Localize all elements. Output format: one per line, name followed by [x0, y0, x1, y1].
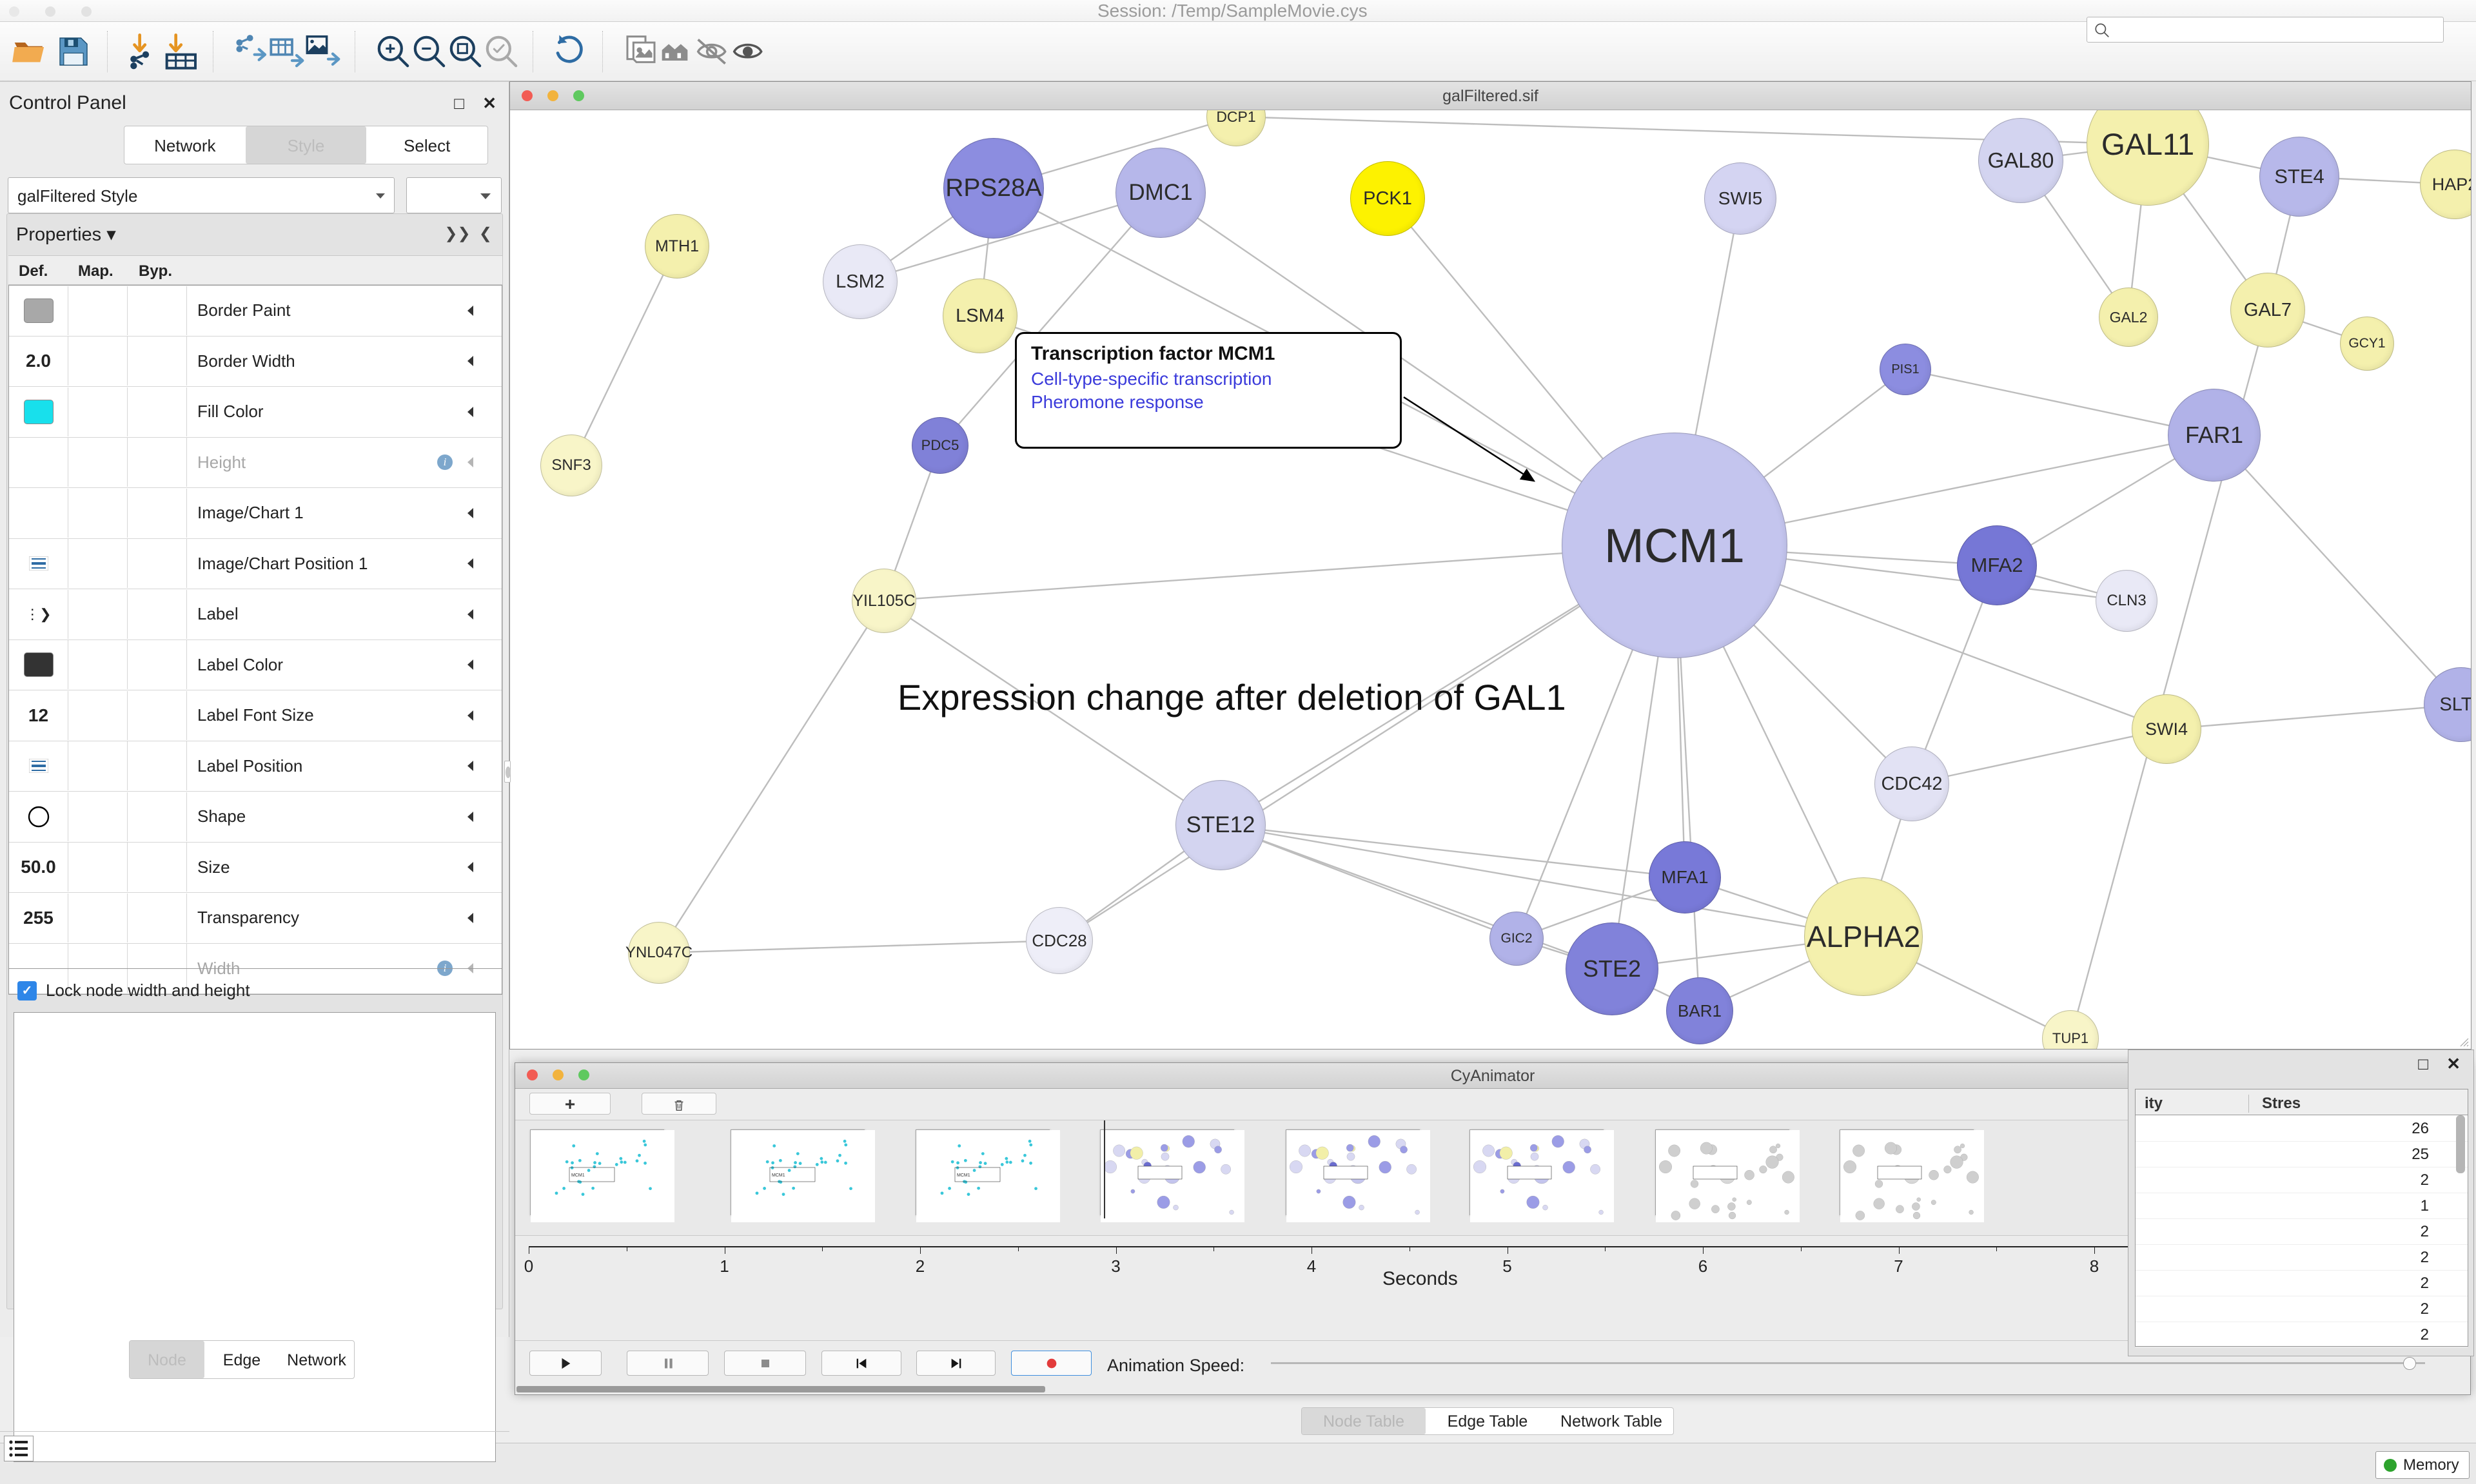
svg-text:MCM1: MCM1 — [571, 1173, 585, 1178]
svg-text:MCM1: MCM1 — [772, 1173, 785, 1178]
svg-text:MCM1: MCM1 — [957, 1173, 970, 1178]
